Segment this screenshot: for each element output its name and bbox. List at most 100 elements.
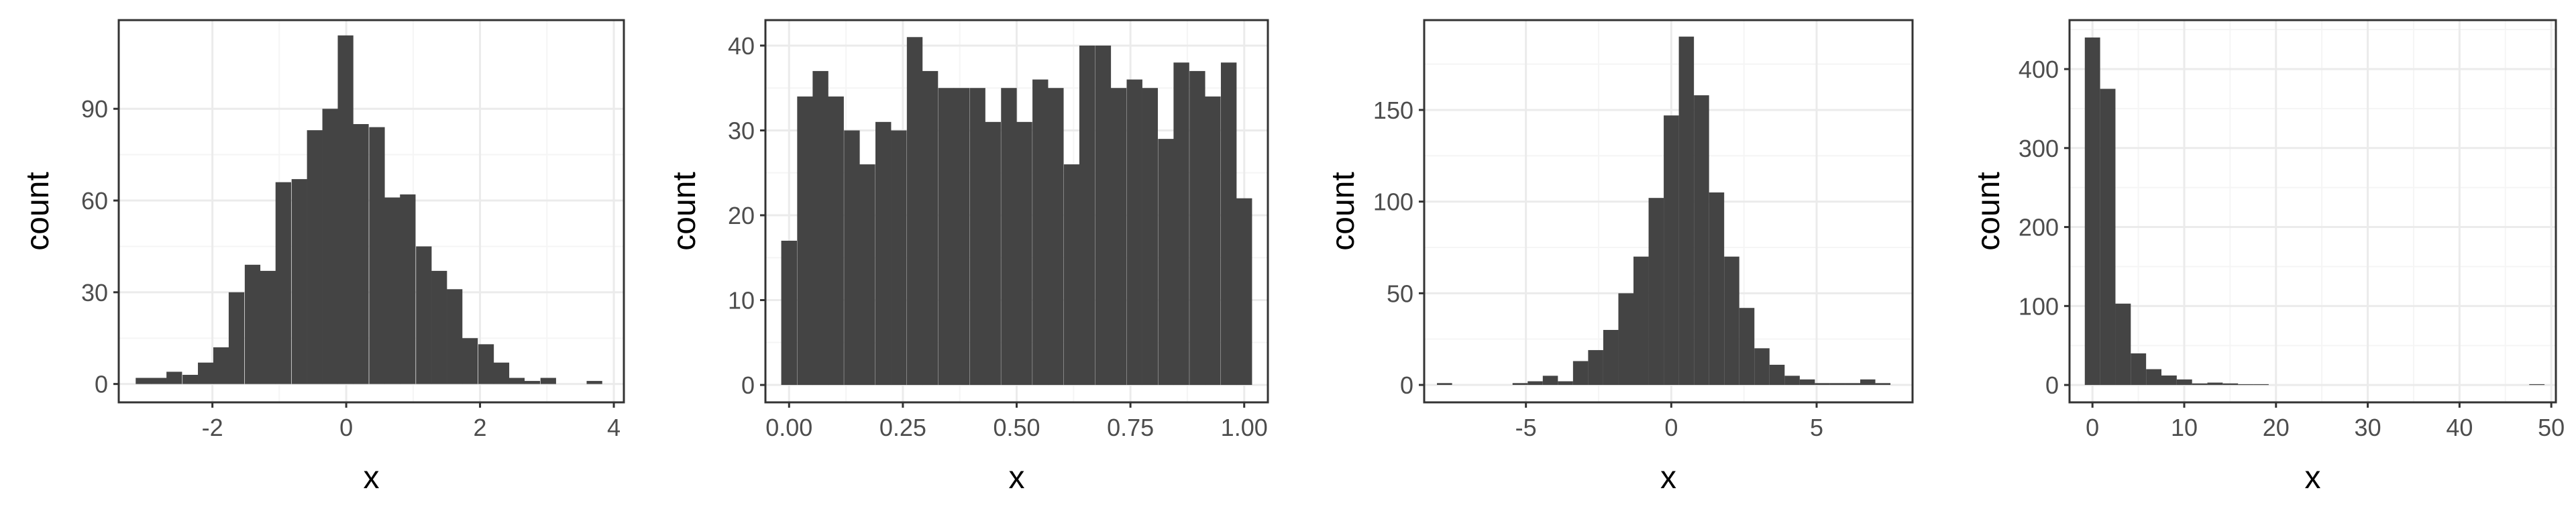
histogram-bar [2529, 384, 2545, 386]
panel-background [2070, 20, 2556, 402]
y-axis-title: count [667, 172, 702, 250]
histogram-bar [416, 246, 432, 384]
histogram-bar [1527, 381, 1543, 386]
y-tick-label: 300 [2019, 135, 2059, 162]
histogram-bar [400, 194, 416, 384]
histogram-bar [1618, 293, 1633, 386]
histogram-bar [431, 270, 447, 384]
histogram-bar [244, 264, 261, 384]
histogram-bar [1815, 383, 1830, 386]
histogram-bar [447, 289, 463, 384]
x-tick-label: 4 [607, 414, 621, 441]
histogram-bar [1126, 79, 1142, 386]
histogram-bar [1829, 383, 1845, 386]
x-tick-label: 0.50 [993, 414, 1040, 441]
histogram-bar [353, 124, 369, 384]
histogram-bar [524, 381, 540, 384]
histogram-bar [2161, 375, 2177, 386]
y-axis-title: count [1971, 172, 2006, 250]
histogram-bar [875, 121, 892, 386]
histogram-bar [1860, 379, 1876, 386]
histogram-bar [844, 130, 860, 386]
histogram-bar [1236, 198, 1252, 386]
histogram-bar [828, 96, 844, 386]
y-tick-label: 40 [728, 32, 755, 60]
histogram-bar [384, 197, 400, 384]
histogram-bar [369, 127, 385, 384]
histogram-bar [1189, 70, 1205, 386]
panel-border [1423, 19, 1914, 404]
histogram-bar [1603, 330, 1619, 386]
y-tick-label: 0 [2045, 371, 2059, 399]
histogram-bar [1110, 88, 1127, 386]
x-tick-label: 0 [339, 414, 353, 441]
histogram-bar [198, 362, 214, 384]
x-tick-label: 0 [1664, 414, 1678, 441]
histogram-bar [307, 130, 323, 384]
histogram-bar [508, 378, 525, 384]
y-tick-label: 200 [2019, 214, 2059, 241]
histogram-bar [1784, 376, 1800, 386]
chart-panel-1: -2 0 2 4 0 30 60 90 x count [20, 19, 625, 496]
histogram-bar [985, 121, 1001, 386]
histogram-bar [2253, 384, 2269, 386]
histogram-bar [1512, 383, 1528, 386]
histogram-bar [781, 240, 797, 386]
histogram-bar [1572, 361, 1589, 386]
histogram-bar [1173, 62, 1189, 386]
histogram-bar [1558, 381, 1573, 386]
histogram-bar [462, 338, 478, 384]
histogram-bar [1724, 256, 1739, 386]
histogram-bar [291, 179, 307, 384]
histogram-bar [1694, 95, 1709, 386]
panel-border [2068, 19, 2557, 404]
histogram-bar [1678, 36, 1695, 386]
histogram-bar [1016, 121, 1032, 386]
histogram-bar [2115, 303, 2131, 386]
histogram-bar [1437, 383, 1452, 386]
histogram-bar [2084, 37, 2100, 386]
histogram-bar [2100, 89, 2116, 386]
histogram-bar [1542, 376, 1558, 386]
chart-panel-2: 0.00 0.25 0.50 0.75 1.00 0 10 20 30 40 x count [667, 19, 1269, 496]
histogram-bar [493, 362, 510, 384]
x-axis-title: x [1660, 460, 1676, 496]
x-tick-label: 0.75 [1107, 414, 1154, 441]
y-tick-label: 90 [81, 95, 108, 123]
histogram-bar [1875, 383, 1891, 386]
histogram-bar [1799, 379, 1815, 386]
histogram-bar [2207, 382, 2223, 386]
y-axis-title: count [20, 172, 56, 250]
histogram-bar [1205, 96, 1221, 386]
histogram-bar [1095, 45, 1112, 386]
histogram-bar [2176, 379, 2192, 386]
y-tick-label: 100 [2019, 292, 2059, 320]
histogram-bar [1588, 350, 1603, 386]
x-axis-title: x [364, 460, 380, 496]
y-tick-label: 0 [95, 371, 108, 398]
histogram-bar [1142, 88, 1158, 386]
x-tick-label: 30 [2355, 414, 2381, 441]
histogram-bar [1664, 115, 1679, 386]
y-tick-label: 0 [1400, 371, 1413, 399]
histogram-bar [228, 292, 245, 384]
x-tick-label: 5 [1810, 414, 1823, 441]
y-tick-label: 20 [728, 202, 755, 229]
histogram-bar [891, 130, 907, 386]
y-tick-label: 30 [728, 117, 755, 144]
y-tick-label: 400 [2019, 56, 2059, 83]
histogram-bar [906, 37, 923, 386]
histogram-bar [1633, 256, 1649, 386]
y-tick-label: 10 [728, 287, 755, 314]
histogram-bar [1158, 139, 1174, 386]
histogram-bar [322, 109, 338, 384]
histogram-bar [136, 378, 152, 384]
histogram-bar [2192, 383, 2208, 386]
histogram-bar [1048, 88, 1064, 386]
histogram-bar [2222, 383, 2239, 386]
histogram-bar [969, 88, 985, 386]
x-axis-title: x [2305, 460, 2321, 496]
x-tick-label: 2 [474, 414, 487, 441]
